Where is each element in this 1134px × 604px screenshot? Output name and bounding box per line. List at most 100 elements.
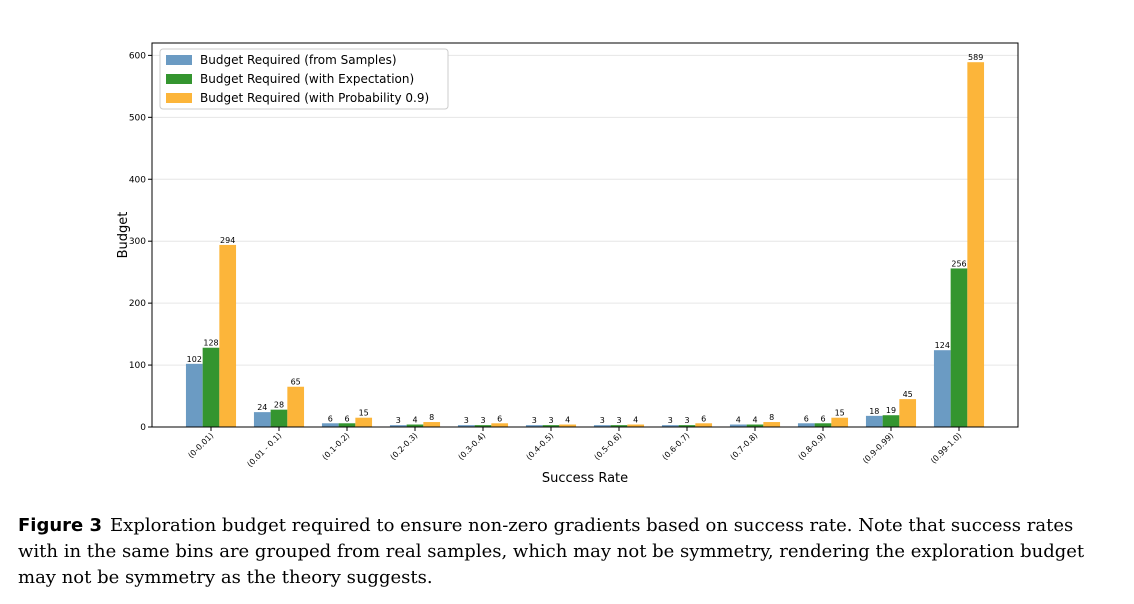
bar-value-label: 6: [804, 414, 809, 423]
x-axis-label: Success Rate: [542, 471, 628, 486]
bar-value-label: 128: [203, 339, 218, 348]
y-tick-label: 100: [129, 361, 146, 371]
x-tick-label: (0.99-1.0): [929, 431, 963, 465]
bar-value-label: 102: [187, 355, 202, 364]
bar: [729, 424, 747, 427]
x-tick-label: (0.01 - 0.1): [245, 431, 283, 469]
x-tick-label: (0.4-0.5): [525, 431, 556, 462]
bar: [202, 347, 220, 427]
y-tick-label: 600: [129, 51, 146, 61]
bar: [491, 423, 509, 427]
legend-label: Budget Required (with Expectation): [200, 72, 414, 86]
bar-value-label: 6: [497, 414, 502, 423]
legend-box: [159, 48, 449, 110]
bar-value-label: 8: [429, 413, 434, 422]
bar: [185, 363, 203, 427]
bar: [865, 415, 883, 427]
legend-swatch: [166, 93, 192, 103]
legend-label: Budget Required (with Probability 0.9): [200, 91, 429, 105]
bar-value-label: 4: [565, 416, 570, 425]
bar: [678, 425, 696, 427]
bar-value-label: 6: [328, 414, 333, 423]
bar-value-label: 18: [869, 407, 879, 416]
bar: [389, 425, 407, 427]
bar-value-label: 589: [968, 53, 983, 62]
bar: [797, 423, 815, 427]
bar: [627, 424, 645, 427]
bar: [406, 424, 424, 427]
y-axis-label: Budget: [116, 212, 131, 259]
x-tick-label: (0.6-0.7): [661, 431, 692, 462]
bars: [185, 62, 985, 427]
bar-value-label: 3: [616, 416, 621, 425]
bar-value-label: 15: [835, 409, 845, 418]
y-tick-label: 200: [129, 299, 146, 309]
bar: [287, 386, 305, 427]
legend: Budget Required (from Samples) Budget Req…: [159, 48, 449, 110]
figure-label: Figure 3: [18, 515, 103, 536]
x-axis: (0-0.01) (0.01 - 0.1) (0.1-0.2) (0.2-0.3) (0…: [186, 427, 963, 469]
y-tick-label: 400: [129, 175, 146, 185]
bar: [695, 423, 713, 427]
x-tick-label: (0-0.01): [186, 431, 215, 460]
x-tick-label: (0.3-0.4): [457, 431, 488, 462]
bar: [338, 423, 356, 427]
bar-value-label: 24: [257, 403, 267, 412]
bar: [559, 424, 577, 427]
x-tick-label: (0.1-0.2): [321, 431, 352, 462]
legend-swatch: [166, 74, 192, 84]
bar: [763, 422, 781, 427]
bar: [219, 244, 237, 427]
plot-frame: [151, 42, 1019, 428]
bar-value-label: 28: [274, 401, 284, 410]
legend-swatch: [166, 55, 192, 65]
bar-value-label: 4: [412, 416, 417, 425]
y-tick-label: 500: [129, 113, 146, 123]
figure-caption: Figure 3 Exploration budget required to e…: [18, 513, 1118, 591]
bar: [814, 423, 832, 427]
bar: [321, 423, 339, 427]
bar-value-label: 3: [464, 416, 469, 425]
bar-value-label: 3: [548, 416, 553, 425]
bar: [899, 399, 917, 427]
bar-value-label: 4: [633, 416, 638, 425]
bar: [525, 425, 543, 427]
bar-value-label: 4: [736, 416, 741, 425]
bar: [746, 424, 764, 427]
bar: [882, 415, 900, 427]
bar-value-label: 3: [532, 416, 537, 425]
y-axis: 0 100 200 300 400 500 600: [129, 51, 152, 433]
x-tick-label: (0.7-0.8): [729, 431, 760, 462]
x-tick-label: (0.9-0.99): [861, 431, 895, 465]
bar-value-label: 6: [344, 414, 349, 423]
bar: [270, 409, 288, 427]
bar-value-label: 3: [396, 416, 401, 425]
x-tick-label: (0.5-0.6): [593, 431, 624, 462]
bar: [355, 417, 373, 427]
bar-value-label: 4: [752, 416, 757, 425]
legend-label: Budget Required (from Samples): [200, 53, 397, 67]
bar-value-label: 45: [903, 390, 913, 399]
x-tick-label: (0.8-0.9): [797, 431, 828, 462]
bar: [593, 425, 611, 427]
bar: [253, 412, 271, 427]
bar-value-label: 3: [480, 416, 485, 425]
x-tick-label: (0.2-0.3): [389, 431, 420, 462]
bar: [967, 62, 985, 427]
bar-value-label: 15: [359, 409, 369, 418]
bar: [661, 425, 679, 427]
bar-value-label: 65: [291, 378, 301, 387]
bar-value-label: 3: [600, 416, 605, 425]
bar-value-label: 6: [701, 414, 706, 423]
bar: [474, 425, 492, 427]
bar-value-label: 3: [668, 416, 673, 425]
bar-value-label: 6: [820, 414, 825, 423]
bar-value-label: 124: [935, 341, 950, 350]
bar: [542, 425, 560, 427]
bar-value-label: 3: [684, 416, 689, 425]
bar-value-label: 19: [886, 406, 896, 415]
bar-value-label: 8: [769, 413, 774, 422]
bar-value-label: 256: [951, 259, 966, 268]
bar: [610, 425, 628, 427]
